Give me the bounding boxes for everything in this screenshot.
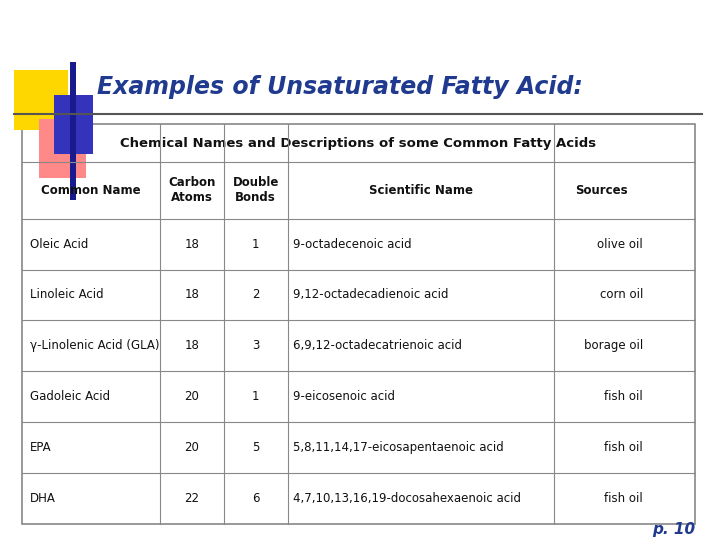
Text: 1: 1: [252, 390, 259, 403]
Text: 18: 18: [184, 238, 199, 251]
Text: Sources: Sources: [575, 184, 627, 197]
Text: Carbon
Atoms: Carbon Atoms: [168, 177, 215, 204]
Text: 18: 18: [184, 339, 199, 352]
Text: 2: 2: [252, 288, 259, 301]
FancyBboxPatch shape: [70, 62, 76, 200]
Text: borage oil: borage oil: [584, 339, 643, 352]
Text: 9-octadecenoic acid: 9-octadecenoic acid: [292, 238, 411, 251]
Text: Linoleic Acid: Linoleic Acid: [30, 288, 104, 301]
Text: 9-eicosenoic acid: 9-eicosenoic acid: [292, 390, 395, 403]
Text: 6,9,12-octadecatrienoic acid: 6,9,12-octadecatrienoic acid: [292, 339, 462, 352]
Text: Common Name: Common Name: [41, 184, 140, 197]
Text: 20: 20: [184, 441, 199, 454]
Text: Chemical Names and Descriptions of some Common Fatty Acids: Chemical Names and Descriptions of some …: [120, 137, 596, 150]
Text: EPA: EPA: [30, 441, 52, 454]
Text: fish oil: fish oil: [604, 441, 643, 454]
FancyBboxPatch shape: [54, 94, 93, 154]
FancyBboxPatch shape: [40, 119, 86, 178]
Text: 5,8,11,14,17-eicosapentaenoic acid: 5,8,11,14,17-eicosapentaenoic acid: [292, 441, 503, 454]
Text: 4,7,10,13,16,19-docosahexaenoic acid: 4,7,10,13,16,19-docosahexaenoic acid: [292, 492, 521, 505]
Text: 3: 3: [252, 339, 259, 352]
Text: p. 10: p. 10: [652, 522, 696, 537]
Text: 1: 1: [252, 238, 259, 251]
Text: Examples of Unsaturated Fatty Acid:: Examples of Unsaturated Fatty Acid:: [96, 76, 582, 99]
Text: fish oil: fish oil: [604, 492, 643, 505]
Text: corn oil: corn oil: [600, 288, 643, 301]
FancyBboxPatch shape: [22, 124, 696, 524]
Text: Gadoleic Acid: Gadoleic Acid: [30, 390, 110, 403]
Text: 22: 22: [184, 492, 199, 505]
FancyBboxPatch shape: [14, 70, 68, 130]
Text: fish oil: fish oil: [604, 390, 643, 403]
Text: Scientific Name: Scientific Name: [369, 184, 473, 197]
Text: 18: 18: [184, 288, 199, 301]
Text: 9,12-octadecadienoic acid: 9,12-octadecadienoic acid: [292, 288, 448, 301]
Text: Double
Bonds: Double Bonds: [233, 177, 279, 204]
Text: 20: 20: [184, 390, 199, 403]
Text: 5: 5: [252, 441, 259, 454]
Text: olive oil: olive oil: [598, 238, 643, 251]
Text: DHA: DHA: [30, 492, 56, 505]
Text: Oleic Acid: Oleic Acid: [30, 238, 89, 251]
Text: γ-Linolenic Acid (GLA): γ-Linolenic Acid (GLA): [30, 339, 160, 352]
Text: 6: 6: [252, 492, 259, 505]
